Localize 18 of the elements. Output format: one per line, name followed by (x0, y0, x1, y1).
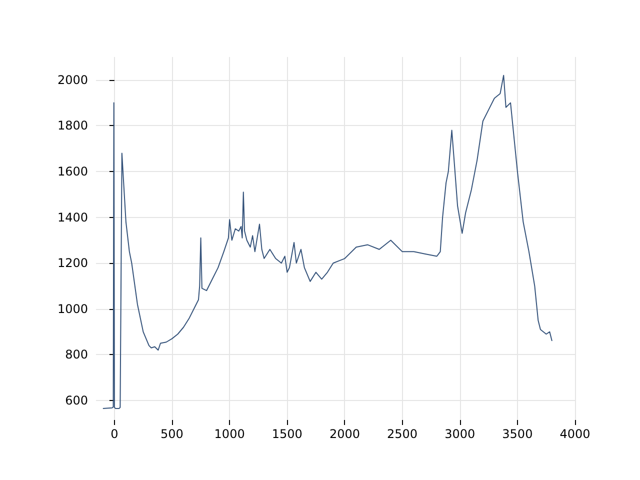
y-tick-label: 1200 (57, 256, 88, 270)
y-tick-label: 1400 (57, 210, 88, 224)
y-tick-label: 1600 (57, 164, 88, 179)
x-tick-label: 3500 (502, 427, 533, 441)
y-tick-label: 800 (65, 348, 88, 362)
x-tick-label: 0 (110, 427, 118, 441)
y-tick-label: 1800 (57, 118, 88, 133)
x-tick-label: 500 (160, 427, 184, 441)
x-tick-label: 2500 (387, 427, 418, 441)
y-tick-label: 2000 (57, 72, 88, 87)
line-series (102, 74, 552, 410)
y-tick-label: 1000 (57, 302, 88, 316)
x-tick-label: 3000 (444, 427, 476, 441)
x-tick-label: 4000 (560, 427, 590, 441)
x-tick-label: 1500 (272, 427, 302, 441)
x-tick-label: 2000 (329, 427, 360, 441)
x-tick-label: 1000 (214, 427, 245, 441)
y-tick-label: 600 (65, 394, 88, 408)
